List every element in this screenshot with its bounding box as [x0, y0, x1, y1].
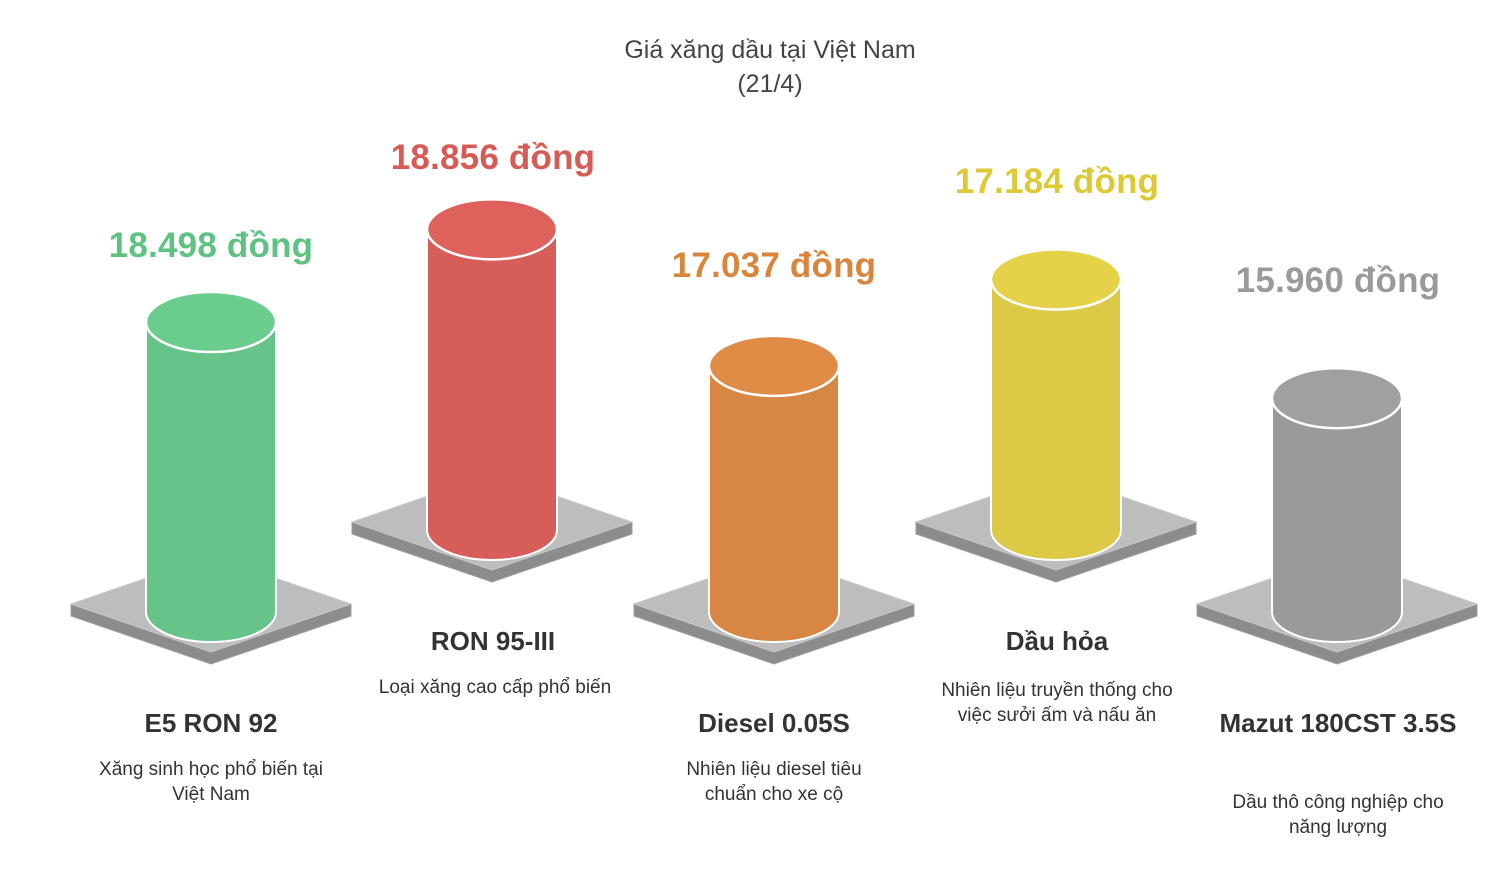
bar-1	[426, 228, 558, 561]
bar-3	[990, 278, 1122, 561]
chart-subtitle: (21/4)	[737, 70, 803, 98]
category-name-mazut: Mazut 180CST 3.5S	[1219, 708, 1457, 738]
cylinder-2	[632, 334, 916, 665]
cylinder-4	[1195, 366, 1479, 665]
category-name-ron-95-iii: RON 95-III	[430, 626, 556, 656]
cylinder-top-0	[144, 290, 278, 354]
cylinder-0	[69, 290, 353, 665]
description-e5-ron-92: Xăng sinh học phổ biến tại Việt Nam	[99, 759, 323, 805]
chart-title: Giá xăng dầu tại Việt Nam	[624, 36, 916, 64]
cylinder-top-1	[425, 198, 559, 261]
value-label-mazut: 15.960 đồng	[1235, 261, 1441, 300]
cylinder-top-4	[1270, 366, 1404, 430]
cylinder-top-2	[707, 334, 841, 398]
description-dau-hoa: Nhiên liệu truyền thống cho việc sưởi ấm…	[941, 680, 1173, 726]
cylinder-1	[350, 198, 634, 583]
cylinder-top-3	[989, 248, 1123, 311]
category-name-diesel-005s: Diesel 0.05S	[698, 708, 850, 738]
category-name-e5-ron-92: E5 RON 92	[144, 708, 278, 738]
value-label-ron-95-iii: 18.856 đồng	[390, 138, 596, 177]
description-diesel-005s: Nhiên liệu diesel tiêu chuẩn cho xe cộ	[686, 759, 862, 805]
bar-2	[708, 364, 840, 643]
bar-4	[1271, 397, 1403, 643]
value-label-diesel-005s: 17.037 đồng	[671, 246, 877, 285]
value-label-dau-hoa: 17.184 đồng	[954, 162, 1160, 201]
description-mazut: Dầu thô công nghiệp cho năng lượng	[1232, 792, 1444, 838]
category-name-dau-hoa: Dầu hỏa	[1005, 626, 1109, 656]
bar-0	[145, 321, 277, 643]
description-ron-95-iii: Loại xăng cao cấp phổ biến	[378, 677, 612, 698]
cylinder-3	[914, 248, 1198, 583]
value-label-e5-ron-92: 18.498 đồng	[108, 226, 314, 265]
